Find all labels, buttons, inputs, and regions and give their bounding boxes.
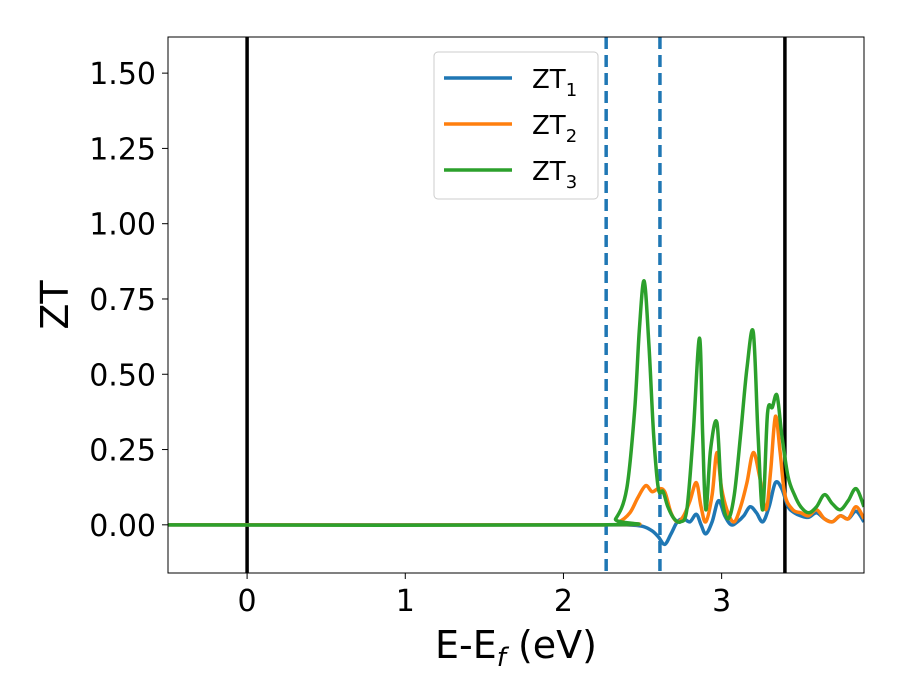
y-tick-label: 0.75 xyxy=(89,283,156,318)
y-tick-label: 1.25 xyxy=(89,132,156,167)
x-axis-label: E-Ef (eV) xyxy=(435,623,597,673)
y-tick-label: 0.50 xyxy=(89,358,156,393)
legend-label-subscript: 3 xyxy=(566,172,577,193)
legend-label-subscript: 2 xyxy=(566,126,577,147)
legend-label-zt2: ZT2 xyxy=(532,111,577,147)
series-lines xyxy=(168,279,864,547)
legend-label-zt3: ZT3 xyxy=(532,157,577,193)
x-axis: 0 1 2 3 xyxy=(238,573,731,619)
y-tick-label: 0.00 xyxy=(89,509,156,544)
series-line-zt3 xyxy=(168,279,864,528)
series-line-zt2 xyxy=(168,414,864,527)
series-line-zt1 xyxy=(168,480,864,547)
y-axis: 0.00 0.25 0.50 0.75 1.00 1.25 1.50 xyxy=(89,57,168,544)
y-axis-label: ZT xyxy=(33,280,77,330)
legend: ZT1 ZT2 ZT3 xyxy=(433,51,599,200)
x-tick-label: 2 xyxy=(554,584,573,619)
legend-box xyxy=(433,51,599,200)
legend-label-zt1: ZT1 xyxy=(532,65,577,101)
legend-label-subscript: 1 xyxy=(566,80,577,101)
x-tick-label: 1 xyxy=(396,584,415,619)
x-tick-label: 3 xyxy=(712,584,731,619)
plot-frame xyxy=(167,36,865,574)
x-axis-label-unit: (eV) xyxy=(506,623,597,667)
x-tick-label: 0 xyxy=(238,584,257,619)
y-tick-label: 0.25 xyxy=(89,434,156,469)
y-tick-label: 1.50 xyxy=(89,57,156,92)
y-tick-label: 1.00 xyxy=(89,208,156,243)
